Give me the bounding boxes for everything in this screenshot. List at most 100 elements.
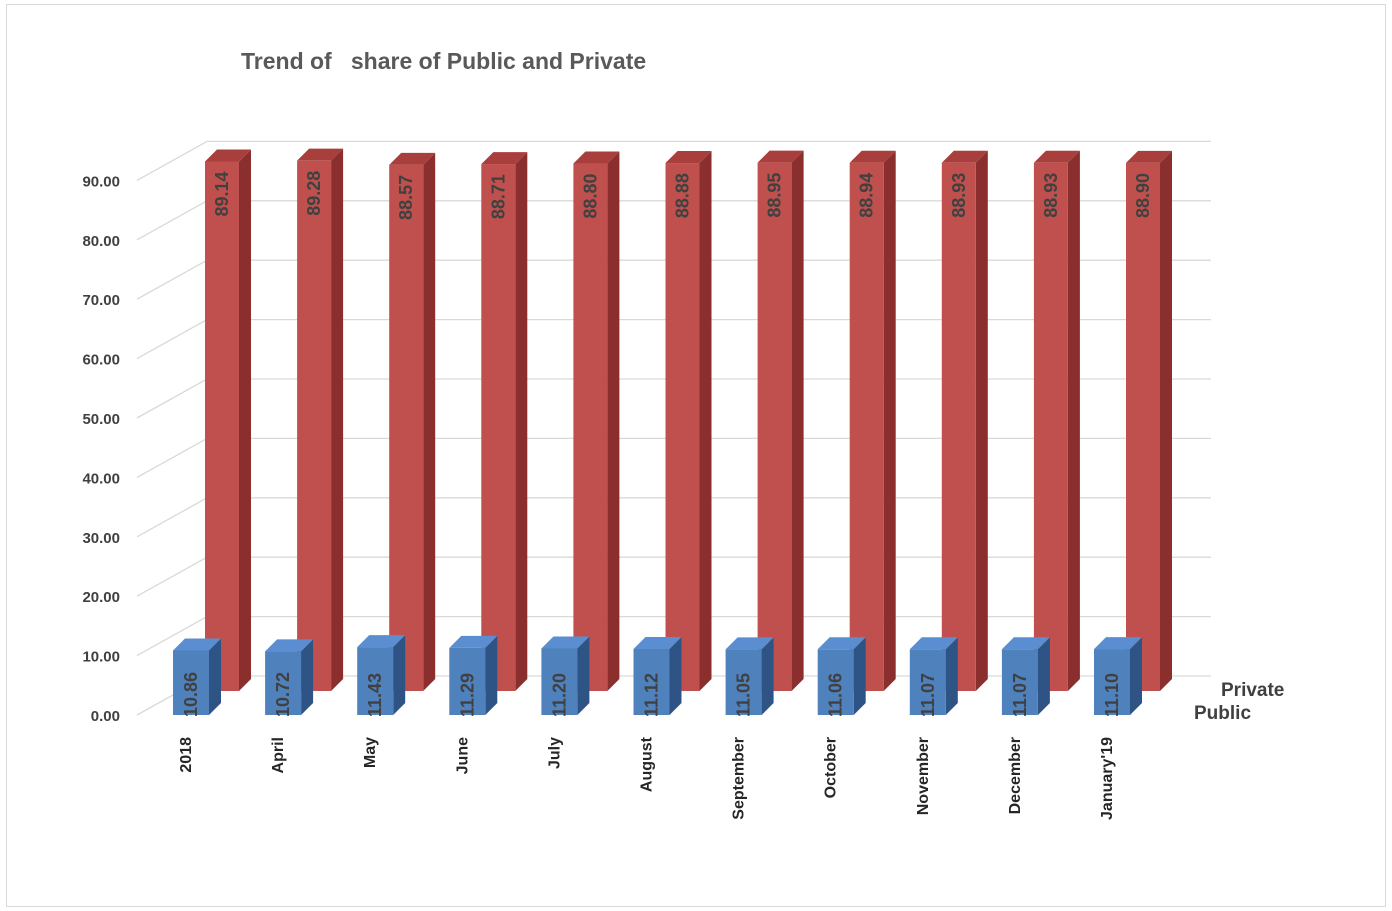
public-bar [633,636,682,715]
private-data-label: 88.94 [857,173,877,218]
private-bar-top [941,150,988,163]
public-bar-front [541,648,578,715]
private-bar-front [297,160,332,691]
grid-diagonal [136,140,208,181]
public-bar [817,637,866,715]
private-bar-front [849,162,884,691]
x-category-label: June [454,737,471,774]
public-bar-front [633,648,670,715]
public-bar [449,635,498,715]
x-axis-categories: 2018 April May June July August September Octob… [178,736,1116,820]
private-bar-top [1033,150,1080,163]
y-tick-label: 80.00 [82,233,120,250]
x-category-label: May [362,737,379,768]
x-category-label: August [639,736,656,792]
private-data-label: 88.57 [396,175,416,220]
x-category-label: July [546,737,563,769]
x-category-label: October [823,737,840,798]
private-bar-front [1126,162,1160,691]
private-bar-side [883,150,896,691]
private-bar-side [1160,150,1172,691]
private-data-label: 89.28 [304,171,324,216]
private-bar-top [849,150,896,163]
chart-svg: Trend of share of Public and Private 0.0… [82,48,1284,820]
private-bar [1126,150,1172,691]
y-tick-label: 40.00 [82,470,120,487]
public-bar-side [209,638,221,715]
public-bar-top [909,637,958,650]
private-bar [573,151,620,691]
public-bar-top [357,635,406,648]
public-bar-front [265,651,302,715]
public-bar [173,638,221,715]
public-data-label: 11.06 [826,673,846,717]
public-data-label: 11.07 [918,673,938,717]
public-bar-side [301,639,314,715]
public-bar-side [669,636,682,715]
private-data-label: 88.93 [949,173,969,218]
private-bar [665,151,712,691]
public-bar-front [909,649,946,715]
public-bar-side [485,635,498,715]
series-label-private: Private [1221,680,1284,701]
private-bar [1033,150,1080,691]
private-bar-top [665,151,712,164]
public-data-label: 10.72 [273,672,293,717]
public-bar [909,637,958,715]
y-tick-label: 30.00 [82,530,120,547]
public-bar-top [725,637,774,650]
private-bar-front [573,163,608,691]
public-bar [541,636,590,715]
public-data-label: 10.86 [181,672,201,717]
private-bar-side [331,148,344,691]
y-tick-label: 90.00 [82,173,120,190]
public-bar-top [817,637,866,650]
public-bar-top [633,636,682,649]
private-bar-top [297,148,344,161]
grid-diagonal [136,259,208,300]
public-bar [1094,637,1142,715]
public-bar-top [541,636,590,649]
public-data-label: 11.12 [642,673,662,717]
public-bar-side [761,637,774,715]
private-bar-side [607,151,620,691]
grid-diagonal [136,319,208,360]
private-bar-front [1033,162,1068,691]
public-bar-top [1001,637,1050,650]
public-bar-front [1094,649,1130,715]
public-bar-side [945,637,958,715]
private-data-label: 89.14 [212,172,232,217]
y-tick-label: 50.00 [82,411,120,428]
private-bar-front [665,163,700,691]
public-data-label: 11.05 [734,673,754,717]
y-tick-label: 60.00 [82,352,120,369]
private-bar-front [205,161,239,691]
public-bar-front [817,649,854,715]
private-bar-side [423,152,436,692]
private-bar-top [573,151,620,164]
x-category-label: December [1007,737,1024,814]
public-bar-top [173,638,221,651]
public-data-label: 11.43 [365,673,385,717]
private-data-label: 88.95 [765,173,785,218]
private-bar-side [1067,150,1080,691]
grid-diagonal [136,497,208,538]
public-bar-side [1037,637,1050,715]
private-bar [757,150,804,692]
public-bar [357,635,406,715]
y-axis-ticks: 0.00 10.00 20.00 30.00 40.00 50.00 60.00 70.00 8… [82,173,120,725]
private-data-label: 88.93 [1041,173,1061,218]
public-bar-front [1001,649,1038,715]
private-bar-top [757,150,804,163]
y-tick-label: 70.00 [82,292,120,309]
public-bar-top [1094,637,1142,650]
private-bar-side [975,150,988,691]
private-bar [389,152,436,692]
private-bar-top [1126,150,1172,163]
y-tick-label: 10.00 [82,649,120,666]
public-bar [265,639,314,715]
grid-diagonal [136,200,208,241]
private-bar-front [481,164,516,691]
public-bar-side [853,637,866,715]
private-bar-side [791,150,804,692]
